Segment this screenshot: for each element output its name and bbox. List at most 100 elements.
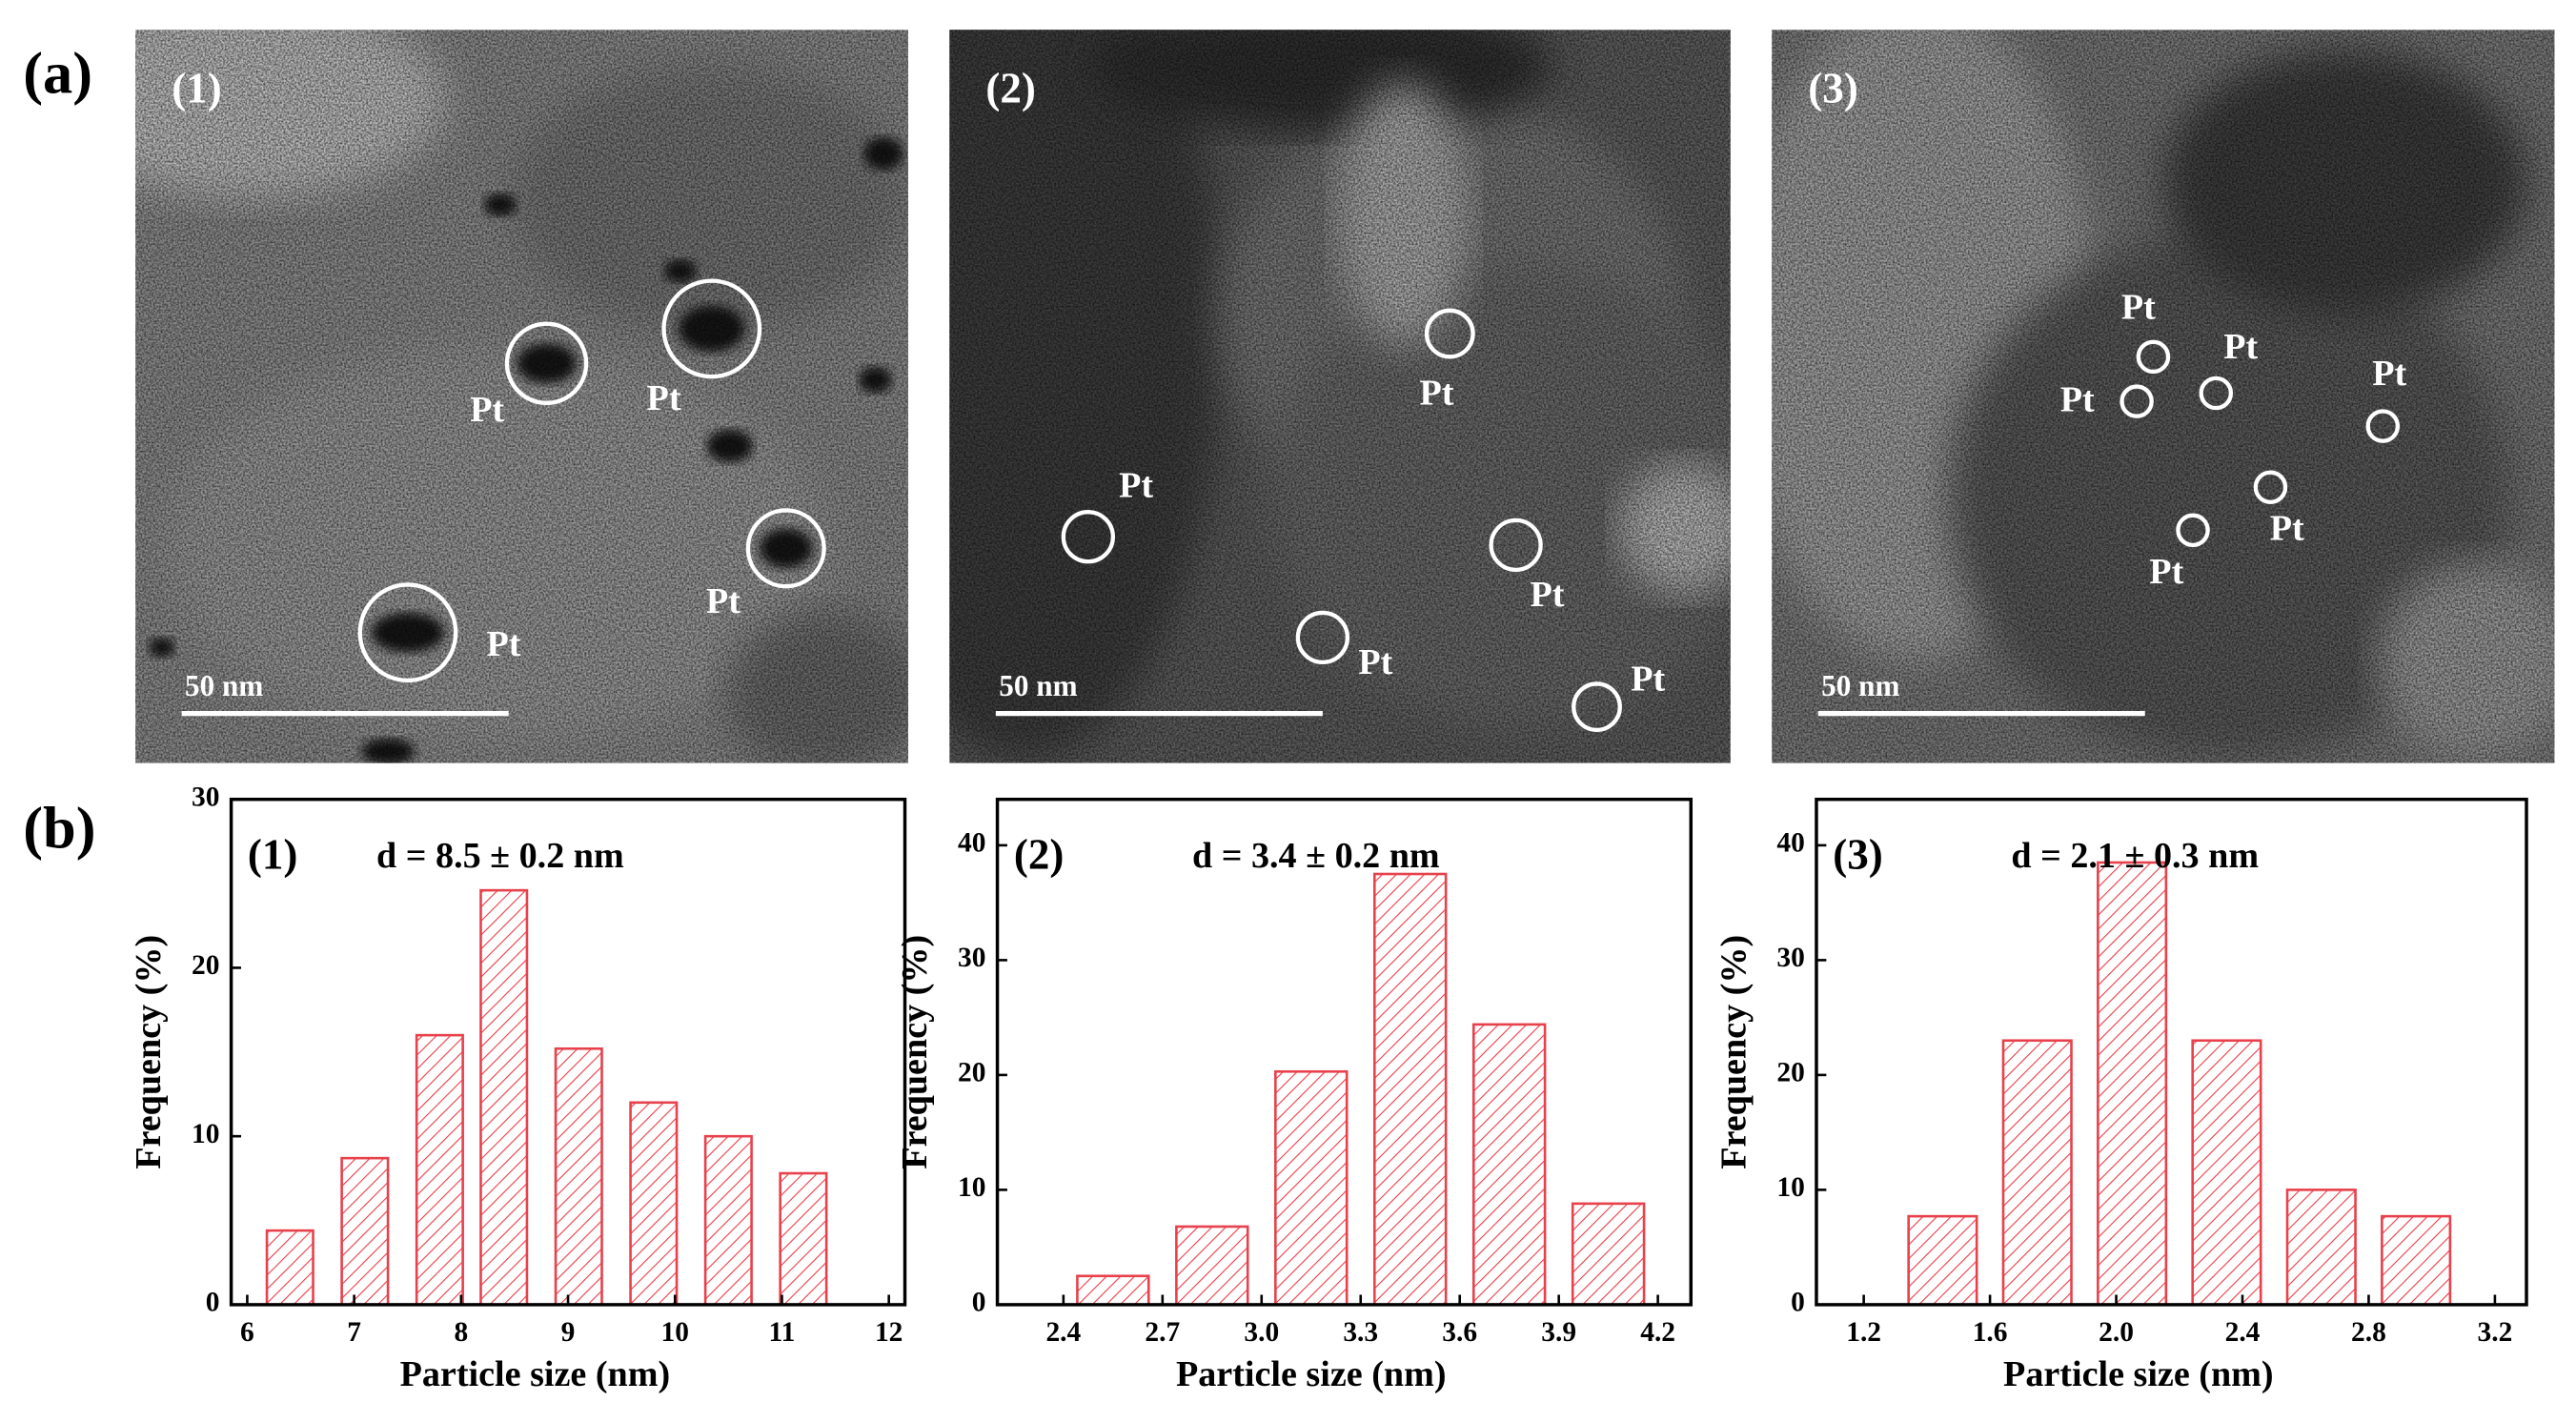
chart-label: (1) [248,830,298,878]
chart-annotation: d = 3.4 ± 0.2 nm [1192,836,1440,876]
x-tick-label: 3.0 [1244,1317,1279,1348]
pt-circle [1424,308,1475,359]
pt-circle [661,278,762,379]
x-tick-label: 2.4 [2225,1317,2261,1348]
x-tick-label: 6 [240,1317,254,1348]
y-tick-label: 10 [1776,1172,1804,1203]
pt-label: Pt [1531,575,1565,615]
panel-label: (a) [23,41,92,107]
y-tick-label: 10 [192,1119,219,1149]
pt-label: Pt [2372,354,2406,394]
y-tick-label: 0 [972,1288,986,1318]
plot-frame [995,797,1694,1307]
pt-circle [1572,681,1622,733]
x-axis-label: Particle size (nm) [1176,1354,1447,1394]
pt-label: Pt [2223,327,2258,367]
x-tick-label: 3.2 [2478,1317,2513,1348]
chart-label: (3) [1833,830,1883,878]
x-tick-label: 1.6 [1973,1317,2008,1348]
pt-circle [357,582,458,683]
y-tick-label: 0 [206,1288,220,1318]
image-label: (3) [1808,64,1858,112]
image-content [949,30,1731,763]
bar [2381,1214,2452,1307]
y-tick-label: 30 [192,782,219,812]
y-tick-label: 40 [1776,828,1804,859]
bar [554,1046,603,1307]
y-tick-label: 30 [958,943,985,973]
panel-label: (b) [23,795,95,861]
chart-annotation: d = 2.1 ± 0.3 nm [2011,836,2259,876]
bar [1907,1214,1978,1307]
pt-label: Pt [1358,642,1392,682]
bar [265,1229,314,1307]
pt-circle [2199,376,2234,411]
plot-frame [1815,797,2528,1307]
x-tick-label: 11 [769,1317,796,1348]
bar [703,1134,753,1307]
pt-circle [504,321,589,406]
scale-bar-label: 50 nm [999,669,1077,702]
pt-label: Pt [2270,509,2304,549]
bar [1274,1069,1349,1307]
pt-label: Pt [647,378,681,418]
x-tick-label: 3.9 [1541,1317,1576,1348]
image-noise [949,30,1731,763]
pt-label: Pt [706,581,740,621]
x-tick-label: 9 [561,1317,576,1348]
bar [1076,1274,1150,1307]
tem-image: (2) 50 nm Pt Pt Pt Pt Pt [949,30,1731,763]
tem-image: (1) 50 nm Pt Pt Pt Pt [135,30,908,763]
bar [479,888,529,1307]
pt-label: Pt [486,624,520,664]
x-tick-label: 2.4 [1045,1317,1081,1348]
bar [2097,861,2168,1307]
pt-circle [1489,518,1543,573]
bar [1372,872,1448,1307]
pt-label: Pt [2121,288,2156,328]
chart-annotation: d = 8.5 ± 0.2 nm [376,836,624,876]
bar [415,1033,464,1307]
bar [1571,1202,1646,1307]
bar [1471,1023,1547,1307]
x-tick-label: 1.2 [1846,1317,1881,1348]
bar [2191,1039,2262,1307]
pt-circle [2365,409,2401,443]
tem-image: (3) 50 nm Pt Pt Pt Pt Pt Pt [1772,30,2555,763]
y-tick-label: 20 [958,1058,985,1088]
pt-circle [2253,470,2288,504]
bar [779,1171,828,1307]
bar [2001,1039,2073,1307]
y-tick-label: 20 [1776,1058,1804,1088]
scale-bar-label: 50 nm [1821,669,1899,702]
bar [2285,1188,2357,1307]
pt-circle [2176,513,2210,548]
scale-bar-label: 50 nm [185,669,263,702]
y-tick-label: 40 [958,828,985,859]
pt-label: Pt [470,390,504,430]
image-label: (1) [172,64,222,112]
y-tick-label: 10 [958,1172,985,1203]
pt-circle [745,508,826,589]
y-tick-label: 30 [1776,943,1804,973]
pt-label: Pt [1631,659,1665,699]
bar [1175,1225,1249,1307]
x-tick-label: 10 [661,1317,689,1348]
pt-label: Pt [2149,552,2183,592]
x-tick-label: 4.2 [1640,1317,1675,1348]
x-tick-label: 3.3 [1343,1317,1378,1348]
pt-label: Pt [1419,374,1453,414]
x-tick-label: 7 [347,1317,361,1348]
pt-circle [1295,610,1350,665]
x-tick-label: 2.7 [1145,1317,1180,1348]
x-tick-label: 8 [454,1317,468,1348]
image-noise [1772,30,2555,763]
image-label: (2) [985,64,1036,112]
y-axis-label: Frequency (%) [129,935,169,1169]
bar [629,1101,679,1307]
y-tick-label: 0 [1791,1288,1805,1318]
x-tick-label: 3.6 [1442,1317,1477,1348]
pt-circle [2120,384,2154,418]
y-tick-label: 20 [192,950,219,981]
